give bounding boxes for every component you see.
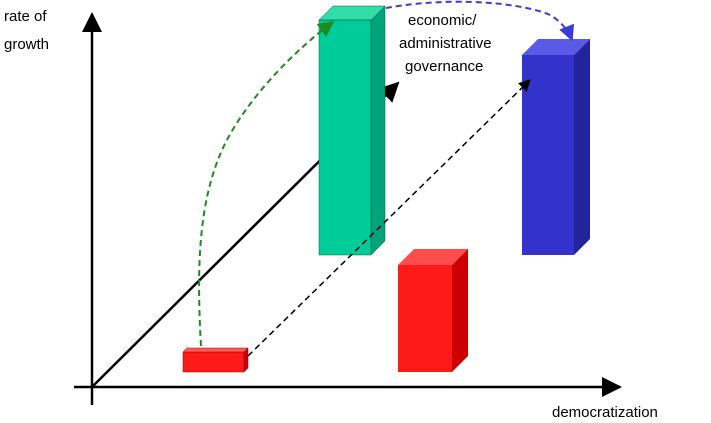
- small-red-bar: [182, 347, 249, 373]
- green-dashed-arrow: [198, 21, 335, 347]
- x-axis-label: democratization: [552, 404, 658, 421]
- y-axis-label: rate of growth: [4, 8, 51, 53]
- black-dashed-arrow: [247, 79, 531, 357]
- green-bar: [318, 5, 386, 256]
- blue-bar: [522, 39, 590, 255]
- governance-axis-label: economic/ administrative governance: [399, 12, 496, 75]
- blue-dashed-arrow: [385, 0, 575, 42]
- red-bar: [398, 249, 468, 372]
